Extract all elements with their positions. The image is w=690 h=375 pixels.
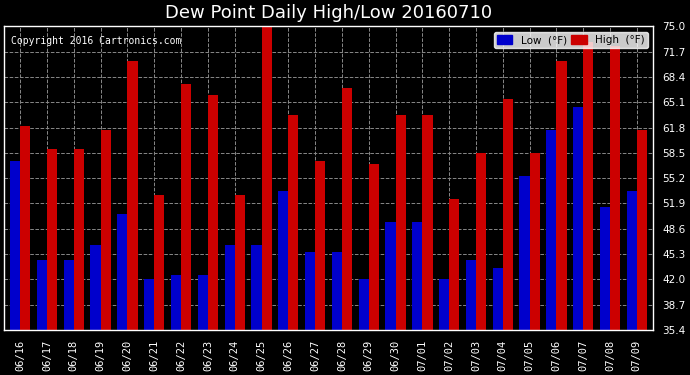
- Text: Copyright 2016 Cartronics.com: Copyright 2016 Cartronics.com: [10, 36, 181, 46]
- Legend: Low  (°F), High  (°F): Low (°F), High (°F): [493, 32, 648, 48]
- Bar: [600, 207, 610, 330]
- Bar: [493, 268, 503, 330]
- Bar: [305, 252, 315, 330]
- Bar: [556, 61, 566, 330]
- Bar: [520, 176, 529, 330]
- Title: Dew Point Daily High/Low 20160710: Dew Point Daily High/Low 20160710: [165, 4, 492, 22]
- Bar: [332, 252, 342, 330]
- Bar: [262, 27, 272, 330]
- Bar: [439, 279, 449, 330]
- Bar: [63, 260, 74, 330]
- Bar: [235, 195, 245, 330]
- Bar: [315, 160, 325, 330]
- Bar: [637, 130, 647, 330]
- Bar: [101, 130, 111, 330]
- Bar: [412, 222, 422, 330]
- Bar: [208, 96, 218, 330]
- Bar: [128, 61, 138, 330]
- Bar: [198, 276, 208, 330]
- Bar: [529, 153, 540, 330]
- Bar: [288, 115, 299, 330]
- Bar: [449, 199, 460, 330]
- Bar: [368, 164, 379, 330]
- Bar: [546, 130, 556, 330]
- Bar: [385, 222, 395, 330]
- Bar: [583, 42, 593, 330]
- Bar: [74, 149, 84, 330]
- Bar: [224, 245, 235, 330]
- Bar: [395, 115, 406, 330]
- Bar: [47, 149, 57, 330]
- Bar: [503, 99, 513, 330]
- Bar: [20, 126, 30, 330]
- Bar: [359, 279, 368, 330]
- Bar: [278, 191, 288, 330]
- Bar: [155, 195, 164, 330]
- Bar: [342, 88, 352, 330]
- Bar: [466, 260, 476, 330]
- Bar: [10, 160, 20, 330]
- Bar: [117, 214, 128, 330]
- Bar: [422, 115, 433, 330]
- Bar: [610, 46, 620, 330]
- Bar: [573, 107, 583, 330]
- Bar: [37, 260, 47, 330]
- Bar: [171, 276, 181, 330]
- Bar: [181, 84, 191, 330]
- Bar: [251, 245, 262, 330]
- Bar: [144, 279, 155, 330]
- Bar: [627, 191, 637, 330]
- Bar: [476, 153, 486, 330]
- Bar: [90, 245, 101, 330]
